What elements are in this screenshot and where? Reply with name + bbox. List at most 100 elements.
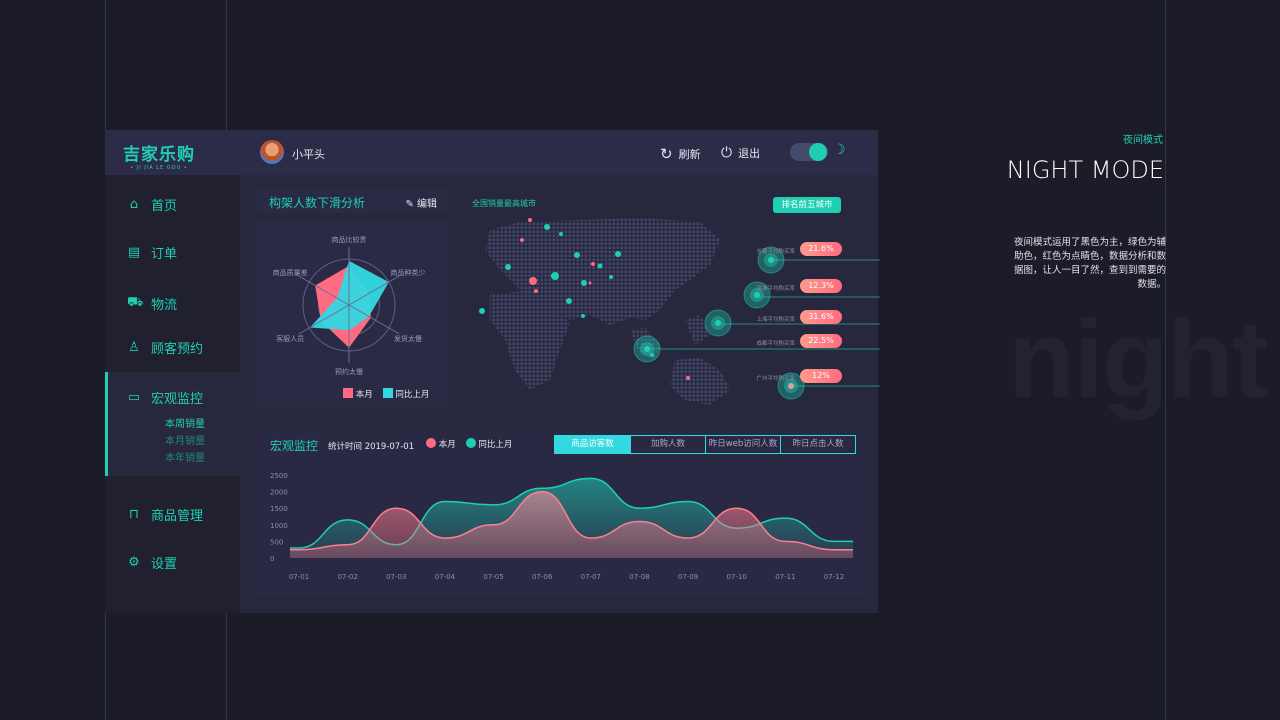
city-rate-badge: 22.5% [800, 334, 842, 348]
sidebar-item-appointments[interactable]: ♙ 顾客预约 [128, 340, 204, 357]
city-dot [544, 224, 550, 230]
dashboard: 吉家乐购 • JI JIA LE GOU • 小平头 ↻ 刷新 ⏻ 退出 ☽ ⌂ 首页 … [105, 130, 880, 613]
guide-line [1165, 0, 1166, 720]
city-label: 广州平均购买率 [756, 376, 795, 382]
city-dot [650, 353, 654, 357]
city-label: 上海平均购买率 [756, 317, 795, 323]
sidebar-item-logistics[interactable]: ⛟ 物流 [127, 295, 178, 313]
power-icon: ⏻ [721, 145, 733, 161]
radar-axis [348, 275, 400, 306]
radar-title: 构架人数下滑分析 [269, 196, 366, 210]
city-dot [588, 281, 592, 285]
truck-icon: ⛟ [127, 295, 144, 310]
tab-clicks[interactable]: 昨日点击人数 [780, 436, 855, 453]
city-dot [574, 252, 580, 258]
sidebar: ⌂ 首页 ▤ 订单 ⛟ 物流 ♙ 顾客预约 ▭ 宏观监控 本周销量 本月销量 本年销量 ⊓… [105, 175, 240, 613]
night-mode-toggle[interactable] [790, 143, 828, 161]
sidebar-active-bg [105, 372, 240, 476]
logout-button[interactable]: ⏻ 退出 [721, 145, 761, 161]
x-tick-label: 07-09 [678, 573, 698, 581]
city-marker [754, 292, 760, 298]
refresh-button[interactable]: ↻ 刷新 [660, 145, 701, 163]
edit-button[interactable]: ✎ 编辑 [405, 199, 437, 210]
radar-card: 商品比较贵 商品种类少 发货太慢 预约太慢 客服人员 商品质量差 本月 同比上月 [256, 220, 447, 407]
x-tick-label: 07-06 [532, 573, 553, 581]
mode-description: 夜间模式运用了黑色为主，绿色为辅助色，红色为点睛色，数据分析和数据图，让人一目了… [1013, 237, 1166, 290]
x-tick-label: 07-01 [289, 573, 309, 581]
night-mode-heading: NIGHT MODE [1006, 156, 1164, 184]
continent [630, 328, 660, 360]
city-dot [559, 232, 563, 236]
top-five-cities-button[interactable]: 排名前五城市 [773, 197, 841, 213]
stat-time: 统计时间 2019-07-01 [328, 442, 415, 452]
city-dot [505, 264, 511, 270]
x-tick-label: 07-04 [435, 573, 456, 581]
radar-axis [348, 304, 400, 335]
city-rate-badge: 21.6% [800, 242, 842, 256]
sidebar-item-orders[interactable]: ▤ 订单 [127, 245, 178, 262]
avatar[interactable] [260, 140, 284, 164]
pencil-icon: ✎ [405, 199, 417, 210]
legend-this-month: 本月 [426, 438, 456, 450]
submenu-yearly-sales[interactable]: 本年销量 [165, 453, 205, 464]
line-last-month [290, 477, 853, 549]
city-dot [566, 298, 572, 304]
submenu-weekly-sales[interactable]: 本周销量 [165, 419, 205, 430]
city-label: 长春平均购买率 [756, 249, 795, 255]
city-marker [768, 257, 774, 263]
legend-last-month: 同比上月 [465, 438, 512, 450]
city-dot [520, 238, 524, 242]
tab-web-visits[interactable]: 昨日web访问人数 [705, 436, 780, 453]
city-rate-badge: 12% [800, 369, 842, 383]
refresh-icon: ↻ [660, 145, 673, 163]
city-dot [551, 272, 559, 280]
tab-product-visitors[interactable]: 商品访客数 [555, 436, 630, 453]
city-rate-badge: 31.6% [800, 310, 842, 324]
radar-axis-label: 商品种类少 [390, 268, 425, 277]
logo[interactable]: 吉家乐购 • JI JIA LE GOU • [123, 145, 195, 171]
monitor-title: 宏观监控 [270, 439, 319, 453]
clipboard-icon: ▤ [127, 245, 141, 260]
continent [670, 358, 730, 405]
radar-axis-label: 预约太慢 [335, 367, 363, 376]
y-tick-label: 2500 [270, 472, 288, 480]
continent [490, 290, 570, 390]
city-dot [591, 262, 595, 266]
sidebar-item-home[interactable]: ⌂ 首页 [105, 195, 240, 214]
line-this-month [289, 490, 853, 551]
night-watermark: night [1008, 298, 1269, 421]
radar-axis-label: 商品比较贵 [332, 235, 367, 244]
y-tick-label: 500 [270, 538, 283, 546]
city-marker [644, 346, 650, 352]
sidebar-item-monitor[interactable]: ▭ 宏观监控 [127, 390, 204, 407]
x-tick-label: 07-11 [775, 573, 795, 581]
city-marker [715, 320, 721, 326]
monitor-card: 宏观监控 统计时间 2019-07-01 本月 同比上月 商品访客数 加购人数 … [256, 424, 864, 597]
x-tick-label: 07-07 [581, 573, 601, 581]
metric-tabs: 商品访客数 加购人数 昨日web访问人数 昨日点击人数 [554, 435, 856, 454]
user-icon: ♙ [128, 340, 140, 355]
city-dot [534, 289, 538, 293]
continent [685, 315, 710, 345]
x-tick-label: 07-08 [629, 573, 649, 581]
city-dot [528, 218, 532, 222]
moon-icon: ☽ [833, 142, 846, 158]
city-dot [581, 280, 587, 286]
radar-legend: 本月 同比上月 [343, 388, 429, 400]
city-dot [609, 275, 613, 279]
mode-label: 夜间模式 [1123, 135, 1163, 146]
city-rate-badge: 12.3% [800, 279, 842, 293]
area-chart: 0 500 1000 1500 2000 2500 07-01 07-02 07-03 07-04… [270, 472, 853, 581]
tab-add-to-cart[interactable]: 加购人数 [630, 436, 705, 453]
radar-title-bar: 构架人数下滑分析 ✎ 编辑 [256, 190, 447, 213]
monitor-icon: ▭ [127, 390, 141, 405]
radar-axis [298, 304, 350, 335]
sidebar-item-products[interactable]: ⊓ 商品管理 [128, 507, 204, 524]
sidebar-item-settings[interactable]: ⚙ 设置 [128, 555, 178, 572]
top-bar: 吉家乐购 • JI JIA LE GOU • 小平头 ↻ 刷新 ⏻ 退出 ☽ [105, 130, 878, 175]
city-dot [479, 308, 485, 314]
y-tick-label: 1500 [270, 505, 288, 513]
world-map [479, 218, 880, 405]
x-tick-label: 07-12 [824, 573, 844, 581]
submenu-monthly-sales[interactable]: 本月销量 [165, 436, 205, 447]
